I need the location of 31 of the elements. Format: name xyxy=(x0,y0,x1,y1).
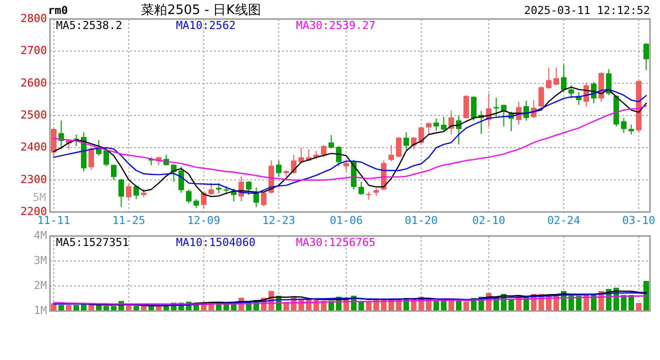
line-series xyxy=(53,295,647,305)
y-tick-label: 2500 xyxy=(20,108,47,122)
text: 5M xyxy=(32,191,46,204)
y-tick-label: 4M xyxy=(34,229,48,242)
text: MA5:1527351 xyxy=(56,236,129,249)
x-tick-label: 11-11 xyxy=(37,214,70,227)
text: MA30:1256765 xyxy=(296,236,376,249)
y-tick-label: 2700 xyxy=(20,44,47,58)
x-tick-label: 12-23 xyxy=(262,214,296,227)
y-tick-label: 2400 xyxy=(20,140,47,154)
x-tick-label: 02-24 xyxy=(547,214,581,227)
text: rm0 xyxy=(48,4,68,17)
text: MA5:2538.2 xyxy=(56,19,122,32)
y-tick-label: 2600 xyxy=(20,76,47,90)
text: MA10:2562 xyxy=(176,19,236,32)
x-tick-label: 01-06 xyxy=(330,214,363,227)
y-tick-label: 2800 xyxy=(20,12,47,26)
x-tick-label: 12-09 xyxy=(187,214,220,227)
y-tick-label: 1M xyxy=(34,304,48,318)
x-tick-label: 11-25 xyxy=(112,214,146,227)
y-tick-label: 3M xyxy=(34,254,48,268)
x-tick-label: 03-10 xyxy=(622,214,656,227)
x-tick-label: 01-20 xyxy=(404,214,438,227)
text: MA30:2539.27 xyxy=(296,19,376,32)
text: MA10:1504060 xyxy=(176,236,256,249)
x-tick-label: 02-10 xyxy=(472,214,506,227)
text: 2025-03-11 12:12:52 xyxy=(524,4,650,17)
line-series xyxy=(53,292,647,306)
y-tick-label: 2M xyxy=(34,279,48,292)
chart-title: 菜粕2505 - 日K线图 xyxy=(141,3,261,18)
y-tick-label: 2300 xyxy=(20,172,47,186)
